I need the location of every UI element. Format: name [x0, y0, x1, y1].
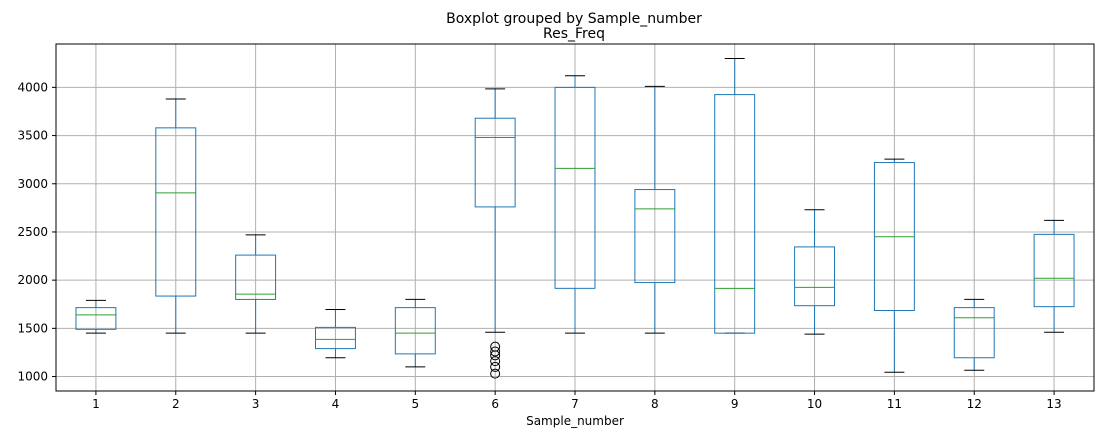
- box-group-8: [634, 85, 676, 334]
- box: [394, 307, 436, 355]
- box: [1033, 233, 1075, 308]
- x-tick-label: 12: [967, 397, 982, 411]
- box-group-11: [873, 158, 915, 373]
- box-group-2: [155, 98, 197, 334]
- x-tick-label: 13: [1046, 397, 1061, 411]
- x-tick-label: 1: [92, 397, 100, 411]
- x-tick-label: 6: [491, 397, 499, 411]
- x-axis-label: Sample_number: [526, 414, 624, 428]
- box-group-12: [953, 298, 995, 371]
- box: [953, 307, 995, 359]
- box-group-13: [1033, 219, 1075, 333]
- chart-title: Res_Freq: [543, 26, 605, 42]
- y-tick-label: 4000: [17, 80, 48, 94]
- box-group-4: [315, 309, 356, 359]
- x-tick-label: 4: [332, 397, 340, 411]
- box-group-3: [235, 234, 277, 334]
- outlier-point: [490, 350, 501, 361]
- x-tick-label: 5: [411, 397, 419, 411]
- x-tick-label: 3: [252, 397, 260, 411]
- y-tick-label: 2000: [17, 273, 48, 287]
- box: [634, 189, 676, 284]
- box-group-10: [794, 209, 835, 335]
- box: [794, 246, 835, 307]
- y-tick-label: 3500: [17, 129, 48, 143]
- y-tick-label: 1500: [17, 321, 48, 335]
- box-group-9: [714, 57, 756, 334]
- x-tick-label: 10: [807, 397, 822, 411]
- box-group-1: [75, 299, 117, 334]
- outlier-point: [490, 361, 501, 372]
- box-group-7: [554, 75, 596, 334]
- x-tick-label: 2: [172, 397, 180, 411]
- box-group-5: [394, 298, 436, 368]
- box: [554, 86, 596, 289]
- box: [474, 117, 516, 208]
- box: [155, 127, 197, 297]
- outlier-point: [490, 356, 501, 367]
- box: [714, 94, 756, 334]
- box-group-6: [474, 88, 516, 379]
- y-tick-label: 2500: [17, 225, 48, 239]
- outlier-point: [490, 368, 501, 379]
- grid: [56, 44, 1094, 391]
- x-tick-label: 11: [887, 397, 902, 411]
- boxes: [75, 57, 1075, 379]
- outlier-point: [490, 346, 501, 357]
- box: [315, 326, 356, 350]
- x-tick-label: 7: [571, 397, 579, 411]
- y-tick-label: 1000: [17, 370, 48, 384]
- x-tick-label: 8: [651, 397, 659, 411]
- box: [75, 307, 117, 330]
- x-tick-label: 9: [731, 397, 739, 411]
- box: [235, 254, 277, 300]
- y-tick-label: 3000: [17, 177, 48, 191]
- chart-suptitle: Boxplot grouped by Sample_number: [446, 11, 702, 27]
